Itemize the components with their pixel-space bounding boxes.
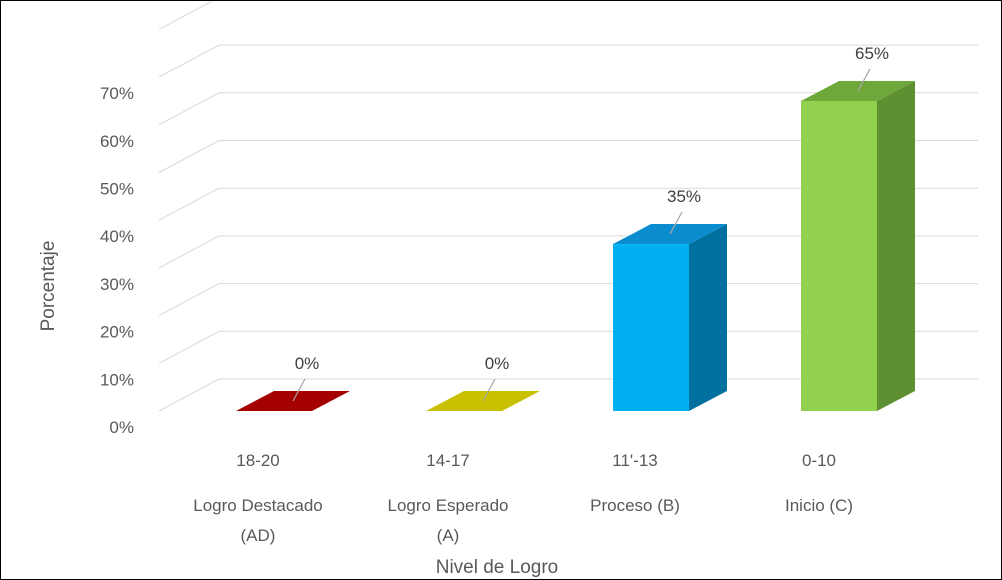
x-category-label-line2: (AD)	[241, 526, 276, 545]
y-tick-label: 60%	[100, 132, 134, 151]
data-label: 0%	[295, 354, 320, 373]
y-axis-ticks: 0% 10% 20% 30% 40% 50% 60% 70%	[100, 84, 134, 437]
gridline-depth	[158, 187, 220, 221]
bars	[236, 80, 915, 411]
y-tick-label: 30%	[100, 275, 134, 294]
data-labels: 0% 0% 35% 65%	[292, 44, 889, 402]
bar-front	[801, 100, 877, 411]
leader-line	[482, 378, 496, 402]
gridline-depth	[158, 330, 220, 364]
x-category-label-line2: (A)	[437, 526, 460, 545]
x-category-label: Proceso (B)	[590, 496, 680, 515]
gridline-depth	[158, 44, 220, 78]
x-category-range: 18-20	[236, 451, 279, 470]
y-axis-title: Porcentaje	[38, 241, 59, 332]
data-label: 35%	[667, 187, 701, 206]
gridline-depth	[158, 140, 220, 173]
gridline-depth	[158, 1, 214, 30]
leader-line	[857, 68, 871, 92]
y-tick-label: 20%	[100, 323, 134, 342]
data-label: 65%	[855, 44, 889, 63]
x-category-range: 0-10	[802, 451, 836, 470]
data-label: 0%	[485, 354, 510, 373]
x-axis-title: Nivel de Logro	[436, 557, 559, 578]
y-tick-label: 50%	[100, 180, 134, 199]
y-tick-label: 0%	[109, 418, 134, 437]
y-tick-label: 40%	[100, 227, 134, 246]
gridline-depth	[158, 378, 220, 412]
bar-front	[613, 244, 689, 411]
bar-side	[877, 80, 915, 411]
x-category-label: Inicio (C)	[785, 496, 853, 515]
x-category-label: Logro Destacado	[193, 496, 322, 515]
bar-side	[689, 224, 727, 411]
y-tick-label: 70%	[100, 84, 134, 103]
leader-line	[669, 211, 683, 235]
x-axis-categories: 18-20 Logro Destacado (AD) 14-17 Logro Esper…	[193, 451, 853, 545]
x-category-range: 11'-13	[612, 451, 657, 470]
gridline-depth	[158, 92, 220, 126]
x-category-label: Logro Esperado	[388, 496, 509, 515]
leader-line	[292, 378, 306, 402]
y-tick-label: 10%	[100, 370, 134, 389]
x-category-range: 14-17	[426, 451, 469, 470]
gridline-depth	[158, 235, 220, 269]
gridline-depth	[158, 283, 220, 317]
